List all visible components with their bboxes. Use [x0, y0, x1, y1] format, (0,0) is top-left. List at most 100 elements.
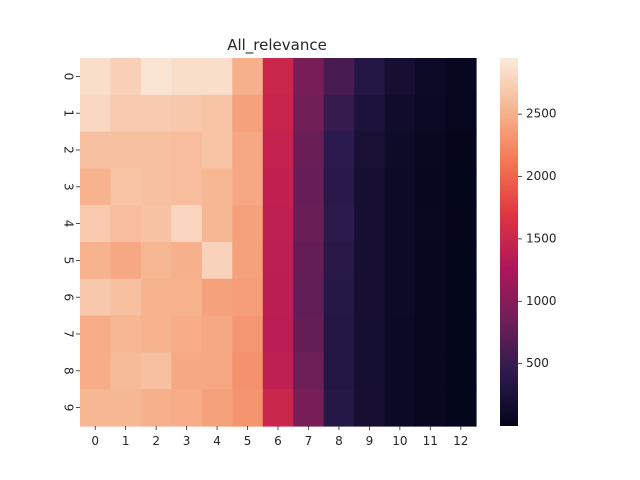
heatmap-cell-r4-c12 — [445, 205, 477, 243]
heatmap-cell-r6-c2 — [140, 278, 172, 317]
y-tick-label: 3 — [62, 183, 76, 191]
heatmap-cell-r0-c8 — [323, 58, 355, 96]
heatmap-cell-r5-c7 — [293, 242, 325, 280]
heatmap-cell-r4-c9 — [354, 205, 386, 243]
heatmap-cell-r6-c12 — [445, 278, 477, 317]
heatmap-cell-r5-c0 — [80, 242, 112, 280]
heatmap-cell-r4-c5 — [232, 205, 264, 243]
heatmap-cell-r6-c6 — [262, 278, 294, 317]
heatmap-cell-r9-c7 — [293, 389, 325, 427]
heatmap-cell-r2-c10 — [384, 131, 416, 169]
x-tick-label: 0 — [91, 434, 99, 448]
heatmap-cell-r1-c1 — [110, 94, 142, 133]
heatmap-cell-r9-c1 — [110, 389, 142, 427]
heatmap-cell-r2-c1 — [110, 131, 142, 169]
heatmap-cell-r8-c6 — [262, 352, 294, 390]
heatmap-cell-r6-c7 — [293, 278, 325, 317]
heatmap-cell-r9-c5 — [232, 389, 264, 427]
y-tick-label: 8 — [62, 367, 76, 375]
heatmap-cell-r3-c2 — [140, 168, 172, 206]
y-tick-label: 4 — [62, 220, 76, 228]
colorbar-tick-label: 1500 — [526, 231, 557, 245]
heatmap-cell-r2-c6 — [262, 131, 294, 169]
y-tick-label: 1 — [62, 109, 76, 117]
heatmap-cell-r6-c1 — [110, 278, 142, 317]
heatmap-cell-r0-c2 — [140, 58, 172, 96]
heatmap-cell-r2-c4 — [201, 131, 233, 169]
heatmap-cell-r3-c0 — [80, 168, 112, 206]
heatmap-cell-r9-c3 — [171, 389, 203, 427]
heatmap-cell-r4-c7 — [293, 205, 325, 243]
heatmap-cell-r0-c10 — [384, 58, 416, 96]
heatmap-cell-r9-c9 — [354, 389, 386, 427]
heatmap-cell-r6-c11 — [415, 278, 447, 317]
heatmap-cell-r7-c5 — [232, 315, 264, 353]
heatmap-cell-r3-c9 — [354, 168, 386, 206]
heatmap-cell-r8-c8 — [323, 352, 355, 390]
heatmap-cell-r3-c6 — [262, 168, 294, 206]
heatmap-cell-r1-c5 — [232, 94, 264, 133]
y-axis: 0 1 2 3 4 5 6 7 8 9 — [62, 73, 80, 412]
heatmap-cell-r2-c3 — [171, 131, 203, 169]
heatmap-cell-r0-c11 — [415, 58, 447, 96]
y-tick-label: 0 — [62, 73, 76, 81]
heatmap-cell-r7-c6 — [262, 315, 294, 353]
heatmap-cell-r4-c8 — [323, 205, 355, 243]
heatmap-cell-r9-c12 — [445, 389, 477, 427]
heatmap-cell-r5-c10 — [384, 242, 416, 280]
heatmap-cell-r8-c7 — [293, 352, 325, 390]
heatmap-cell-r4-c6 — [262, 205, 294, 243]
heatmap-cell-r0-c6 — [262, 58, 294, 96]
heatmap-cell-r7-c11 — [415, 315, 447, 353]
heatmap-cell-r3-c8 — [323, 168, 355, 206]
heatmap-cell-r2-c7 — [293, 131, 325, 169]
x-tick-label: 6 — [274, 434, 282, 448]
heatmap-cell-r6-c8 — [323, 278, 355, 317]
heatmap-cell-r1-c2 — [140, 94, 172, 133]
colorbar-tick-label: 1000 — [526, 294, 557, 308]
heatmap-cell-r8-c4 — [201, 352, 233, 390]
x-tick-label: 5 — [244, 434, 252, 448]
heatmap-cell-r8-c3 — [171, 352, 203, 390]
heatmap-cell-r4-c11 — [415, 205, 447, 243]
chart-title: All_relevance — [227, 36, 327, 55]
heatmap-cell-r5-c9 — [354, 242, 386, 280]
y-tick-label: 2 — [62, 146, 76, 154]
heatmap-cell-r9-c2 — [140, 389, 172, 427]
heatmap-cell-r5-c3 — [171, 242, 203, 280]
heatmap-cell-r2-c11 — [415, 131, 447, 169]
heatmap-cell-r3-c7 — [293, 168, 325, 206]
heatmap-cell-r6-c5 — [232, 278, 264, 317]
heatmap-cell-r1-c9 — [354, 94, 386, 133]
y-tick-label: 6 — [62, 293, 76, 301]
heatmap-cell-r3-c11 — [415, 168, 447, 206]
y-tick-label: 7 — [62, 330, 76, 338]
heatmap-cell-r1-c8 — [323, 94, 355, 133]
heatmap-cell-r5-c5 — [232, 242, 264, 280]
heatmap-cell-r3-c4 — [201, 168, 233, 206]
x-axis: 0 1 2 3 4 5 6 7 8 9 10 11 12 — [91, 426, 468, 448]
x-tick-label: 4 — [213, 434, 221, 448]
heatmap-cell-r7-c12 — [445, 315, 477, 353]
heatmap-cell-r6-c0 — [80, 278, 112, 317]
colorbar-tick-label: 2500 — [526, 107, 557, 121]
x-tick-label: 8 — [335, 434, 343, 448]
heatmap-cell-r5-c4 — [201, 242, 233, 280]
y-tick-label: 9 — [62, 404, 76, 412]
heatmap-cell-r5-c12 — [445, 242, 477, 280]
heatmap-cell-r7-c10 — [384, 315, 416, 353]
colorbar-ticks: 500 1000 1500 2000 2500 — [518, 107, 557, 370]
heatmap-cell-r9-c0 — [80, 389, 112, 427]
heatmap-cell-r7-c2 — [140, 315, 172, 353]
heatmap-cell-r5-c2 — [140, 242, 172, 280]
heatmap-cell-r0-c0 — [80, 58, 112, 96]
heatmap-cell-r0-c5 — [232, 58, 264, 96]
x-tick-label: 12 — [453, 434, 468, 448]
heatmap-cell-r9-c6 — [262, 389, 294, 427]
heatmap-cell-r6-c10 — [384, 278, 416, 317]
heatmap-cell-r5-c1 — [110, 242, 142, 280]
heatmap-cell-r5-c8 — [323, 242, 355, 280]
heatmap-cell-r7-c8 — [323, 315, 355, 353]
heatmap-cell-r4-c4 — [201, 205, 233, 243]
heatmap-cell-r0-c7 — [293, 58, 325, 96]
